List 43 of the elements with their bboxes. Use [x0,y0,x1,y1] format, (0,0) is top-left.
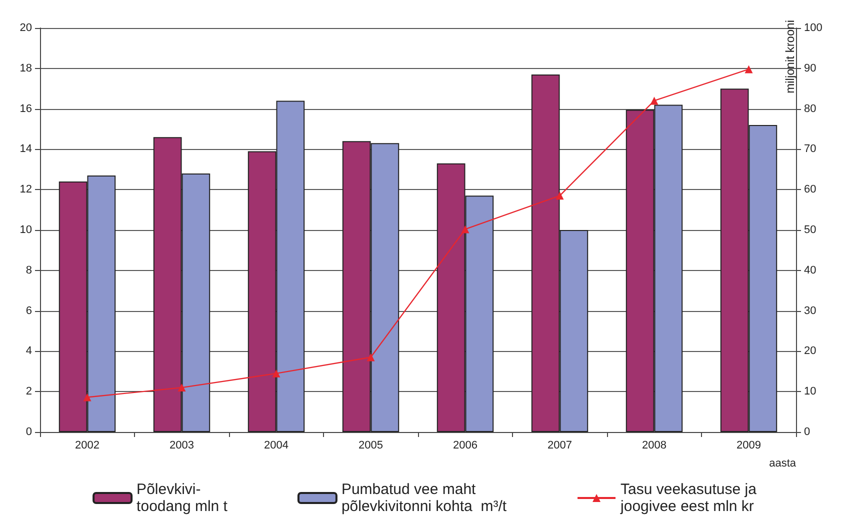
y-tick-label: 2 [26,386,32,398]
y-tick-label: 20 [20,22,32,34]
point [650,96,658,105]
y2-tick-label: 80 [804,102,816,115]
y-tick-label: 14 [20,143,32,156]
point [366,353,375,362]
y2-tick-label: 90 [804,62,816,74]
y-tick-label: 6 [26,304,32,317]
y2-tick-label: 50 [804,224,816,236]
point [83,393,92,402]
y-tick-label: 16 [20,102,32,115]
y2-tick-label: 40 [804,264,816,276]
x-tick-label: 2007 [548,440,572,452]
legend-label: Tasu veekasutuse ja joogivee eest mln kr [620,481,758,515]
y-tick-label: 18 [20,62,32,74]
y-tick-label: 12 [20,184,32,196]
y2-axis-title: miljonit krooni [783,20,797,94]
y2-tick-label: 30 [804,304,816,317]
legend-label: Pumbatud vee maht põlevkivitonni kohta m³/t [341,481,508,515]
y-tick-label: 0 [26,426,32,438]
x-tick-label: 2003 [170,440,194,452]
x-tick-label: 2008 [642,440,666,452]
x-tick-label: 2002 [75,440,100,452]
point [461,225,470,234]
point [556,192,564,200]
y-tick-label: 4 [26,345,32,358]
x-tick-label: 2004 [264,440,288,452]
x-axis-title: aasta [769,458,797,470]
x-tick-label: 2005 [358,440,383,452]
y-tick-label: 10 [20,224,32,236]
y-tick-label: 8 [26,264,32,276]
point [744,65,753,74]
x-tick-label: 2006 [453,440,478,452]
point [272,369,280,378]
y2-tick-label: 20 [804,345,816,358]
y2-tick-label: 60 [804,184,816,196]
y2-tick-label: 0 [804,426,810,438]
y2-tick-label: 100 [804,22,822,34]
point [178,384,186,392]
y2-tick-label: 70 [804,143,816,156]
legend-label: Põlevkivi- toodang mln t [136,481,228,515]
x-tick-label: 2009 [736,440,761,452]
y2-tick-label: 10 [804,386,816,398]
